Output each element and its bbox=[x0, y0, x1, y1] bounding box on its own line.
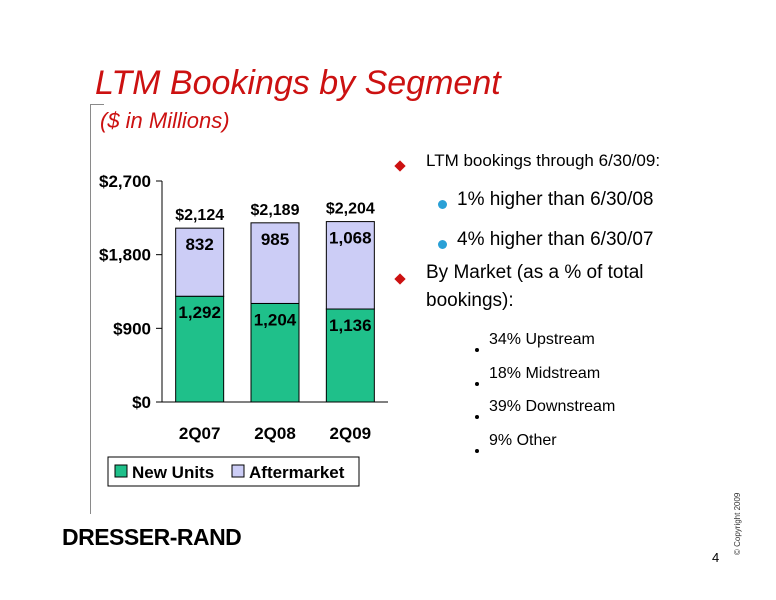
legend-label: Aftermarket bbox=[249, 463, 345, 482]
y-tick-label: $1,800 bbox=[99, 246, 151, 265]
company-logo: DRESSER-RAND bbox=[62, 524, 242, 550]
bullet-ltm-bookings: LTM bookings through 6/30/09: bbox=[426, 151, 661, 170]
market-item: 39% Downstream bbox=[489, 398, 616, 415]
copyright-text: © Copyright 2009 bbox=[733, 492, 742, 555]
market-item: 34% Upstream bbox=[489, 331, 595, 348]
bullet-by-market-line1: By Market (as a % of total bbox=[426, 262, 644, 283]
divider-horizontal bbox=[90, 104, 104, 105]
bullet-diamond-icon bbox=[394, 270, 406, 288]
bar-aftermarket bbox=[325, 221, 375, 310]
legend-swatch bbox=[114, 464, 128, 478]
market-item: 9% Other bbox=[489, 432, 557, 449]
y-tick-label: $2,700 bbox=[99, 172, 151, 191]
bullet-by-market-line2: bookings): bbox=[426, 290, 514, 311]
data-label: 1,068 bbox=[329, 229, 372, 248]
total-label: $2,204 bbox=[326, 201, 375, 218]
bar-new-units bbox=[175, 295, 225, 403]
data-label: 832 bbox=[185, 235, 213, 254]
data-label: 1,204 bbox=[254, 310, 297, 329]
bullet-sub-item: 1% higher than 6/30/08 bbox=[457, 189, 654, 210]
page-number: 4 bbox=[712, 550, 720, 565]
bar-aftermarket bbox=[250, 222, 300, 304]
bullet-dot-icon bbox=[438, 236, 447, 254]
bullet-diamond-icon bbox=[394, 157, 406, 175]
bar-new-units bbox=[325, 308, 375, 403]
bullet-small-dot-icon bbox=[475, 406, 479, 424]
bar-new-units bbox=[250, 302, 300, 403]
y-tick-label: $900 bbox=[113, 319, 151, 338]
bullet-small-dot-icon bbox=[475, 373, 479, 391]
market-item: 18% Midstream bbox=[489, 365, 601, 382]
divider-vertical bbox=[90, 104, 91, 514]
x-tick-label: 2Q07 bbox=[179, 424, 221, 443]
data-label: 985 bbox=[261, 230, 289, 249]
data-label: 1,292 bbox=[178, 303, 221, 322]
legend-swatch bbox=[231, 464, 245, 478]
y-tick-label: $0 bbox=[132, 393, 151, 412]
legend-label: New Units bbox=[132, 463, 214, 482]
x-tick-label: 2Q08 bbox=[254, 424, 296, 443]
total-label: $2,189 bbox=[251, 202, 300, 219]
slide-title: LTM Bookings by Segment bbox=[95, 64, 501, 102]
bullet-dot-icon bbox=[438, 196, 447, 214]
bullet-small-dot-icon bbox=[475, 339, 479, 357]
bullet-small-dot-icon bbox=[475, 440, 479, 458]
x-tick-label: 2Q09 bbox=[330, 424, 372, 443]
bullet-sub-item: 4% higher than 6/30/07 bbox=[457, 229, 654, 250]
total-label: $2,124 bbox=[175, 207, 224, 224]
slide-subtitle: ($ in Millions) bbox=[100, 108, 230, 133]
data-label: 1,136 bbox=[329, 316, 372, 335]
bar-aftermarket bbox=[175, 227, 225, 297]
